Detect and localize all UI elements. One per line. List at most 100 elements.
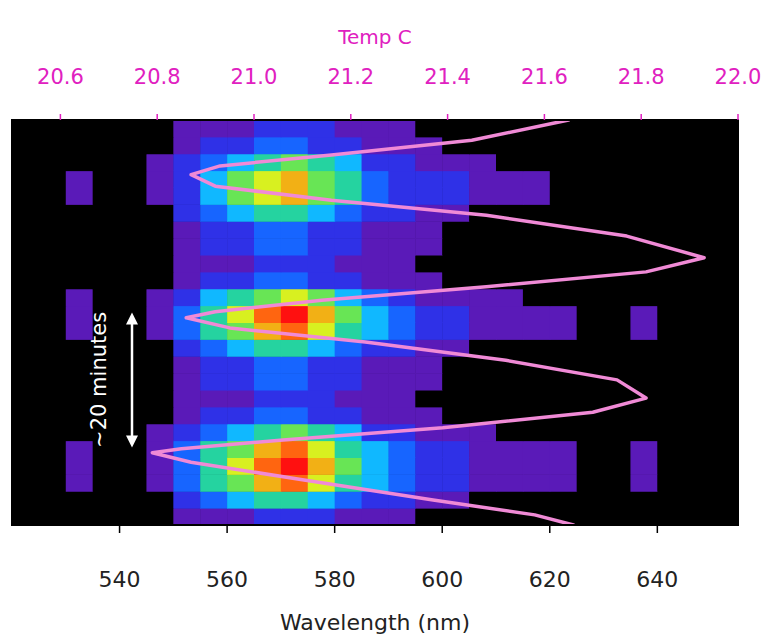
heat-cell bbox=[39, 120, 66, 137]
heat-cell bbox=[630, 339, 657, 356]
heat-cell bbox=[523, 306, 550, 323]
heat-cell bbox=[39, 289, 66, 306]
heat-cell bbox=[281, 373, 308, 390]
heat-cell bbox=[550, 289, 577, 306]
heat-cell bbox=[550, 441, 577, 458]
heat-cell bbox=[200, 221, 227, 238]
heat-cell bbox=[120, 491, 147, 508]
heat-cell bbox=[146, 390, 173, 407]
x2-tick bbox=[350, 114, 352, 120]
heat-cell bbox=[496, 255, 523, 272]
heat-cell bbox=[308, 255, 335, 272]
heat-cell bbox=[281, 137, 308, 154]
heat-cell bbox=[469, 339, 496, 356]
heat-cell bbox=[496, 221, 523, 238]
x2-tick-label: 21.6 bbox=[521, 65, 568, 89]
x2-tick-label: 21.0 bbox=[231, 65, 278, 89]
heat-cell bbox=[469, 188, 496, 205]
heat-cell bbox=[415, 356, 442, 373]
x2-tick bbox=[60, 114, 62, 120]
heat-cell bbox=[657, 339, 684, 356]
heat-cell bbox=[146, 306, 173, 323]
heat-cell bbox=[657, 204, 684, 221]
heat-cell bbox=[550, 458, 577, 475]
heat-cell bbox=[496, 171, 523, 188]
heat-cell bbox=[388, 356, 415, 373]
heat-cell bbox=[604, 154, 631, 171]
heat-cell bbox=[308, 508, 335, 525]
heat-cell bbox=[415, 306, 442, 323]
heat-cell bbox=[120, 221, 147, 238]
heat-cell bbox=[120, 238, 147, 255]
heat-cell bbox=[442, 221, 469, 238]
heat-cell bbox=[684, 204, 711, 221]
heat-cell bbox=[335, 323, 362, 340]
plot-area bbox=[12, 120, 738, 525]
heat-cell bbox=[200, 356, 227, 373]
heat-cell bbox=[442, 323, 469, 340]
heat-cell bbox=[254, 491, 281, 508]
heat-cell bbox=[630, 373, 657, 390]
x-tick-label: 620 bbox=[529, 567, 571, 592]
temperature-curve bbox=[152, 120, 704, 525]
heat-cell bbox=[146, 120, 173, 137]
heat-cell bbox=[577, 458, 604, 475]
heat-cell bbox=[550, 339, 577, 356]
heat-cell bbox=[39, 204, 66, 221]
heat-cell bbox=[335, 491, 362, 508]
heat-cell bbox=[362, 221, 389, 238]
heat-cell bbox=[308, 356, 335, 373]
heat-cell bbox=[523, 323, 550, 340]
heat-cell bbox=[577, 289, 604, 306]
heat-cell bbox=[308, 289, 335, 306]
heat-cell bbox=[66, 120, 93, 137]
heat-cell bbox=[550, 323, 577, 340]
heat-cell bbox=[388, 154, 415, 171]
heat-cell bbox=[93, 137, 120, 154]
heat-cell bbox=[657, 491, 684, 508]
heat-cell bbox=[550, 188, 577, 205]
heat-cell bbox=[362, 272, 389, 289]
heat-cell bbox=[12, 339, 39, 356]
heat-cell bbox=[227, 339, 254, 356]
heat-cell bbox=[93, 154, 120, 171]
x2-tick-label: 21.4 bbox=[424, 65, 471, 89]
heat-cell bbox=[66, 255, 93, 272]
heat-cell bbox=[630, 424, 657, 441]
heat-cell bbox=[523, 154, 550, 171]
heat-cell bbox=[39, 306, 66, 323]
heat-cell bbox=[496, 323, 523, 340]
heat-cell bbox=[577, 137, 604, 154]
heat-cell bbox=[335, 373, 362, 390]
heat-cell bbox=[173, 407, 200, 424]
heat-cell bbox=[442, 474, 469, 491]
heat-cell bbox=[711, 491, 738, 508]
heat-cell bbox=[523, 474, 550, 491]
heat-cell bbox=[388, 323, 415, 340]
heat-cell bbox=[120, 204, 147, 221]
heat-cell bbox=[173, 221, 200, 238]
heat-cell bbox=[550, 204, 577, 221]
heat-cell bbox=[39, 458, 66, 475]
heat-cell bbox=[630, 474, 657, 491]
heat-cell bbox=[630, 137, 657, 154]
heat-cell bbox=[227, 137, 254, 154]
x2-tick-label: 21.8 bbox=[618, 65, 665, 89]
x-tick-label: 640 bbox=[636, 567, 678, 592]
heat-cell bbox=[281, 458, 308, 475]
heat-cell bbox=[281, 356, 308, 373]
heat-cell bbox=[173, 356, 200, 373]
heat-cell bbox=[604, 255, 631, 272]
heat-cell bbox=[657, 120, 684, 137]
heat-cell bbox=[496, 306, 523, 323]
heat-cell bbox=[308, 221, 335, 238]
heat-cell bbox=[12, 238, 39, 255]
heat-cell bbox=[684, 289, 711, 306]
heat-cell bbox=[684, 424, 711, 441]
heat-cell bbox=[12, 204, 39, 221]
heat-cell bbox=[630, 204, 657, 221]
heat-cell bbox=[523, 204, 550, 221]
heat-cell bbox=[93, 255, 120, 272]
heat-cell bbox=[335, 272, 362, 289]
heat-cell bbox=[604, 491, 631, 508]
